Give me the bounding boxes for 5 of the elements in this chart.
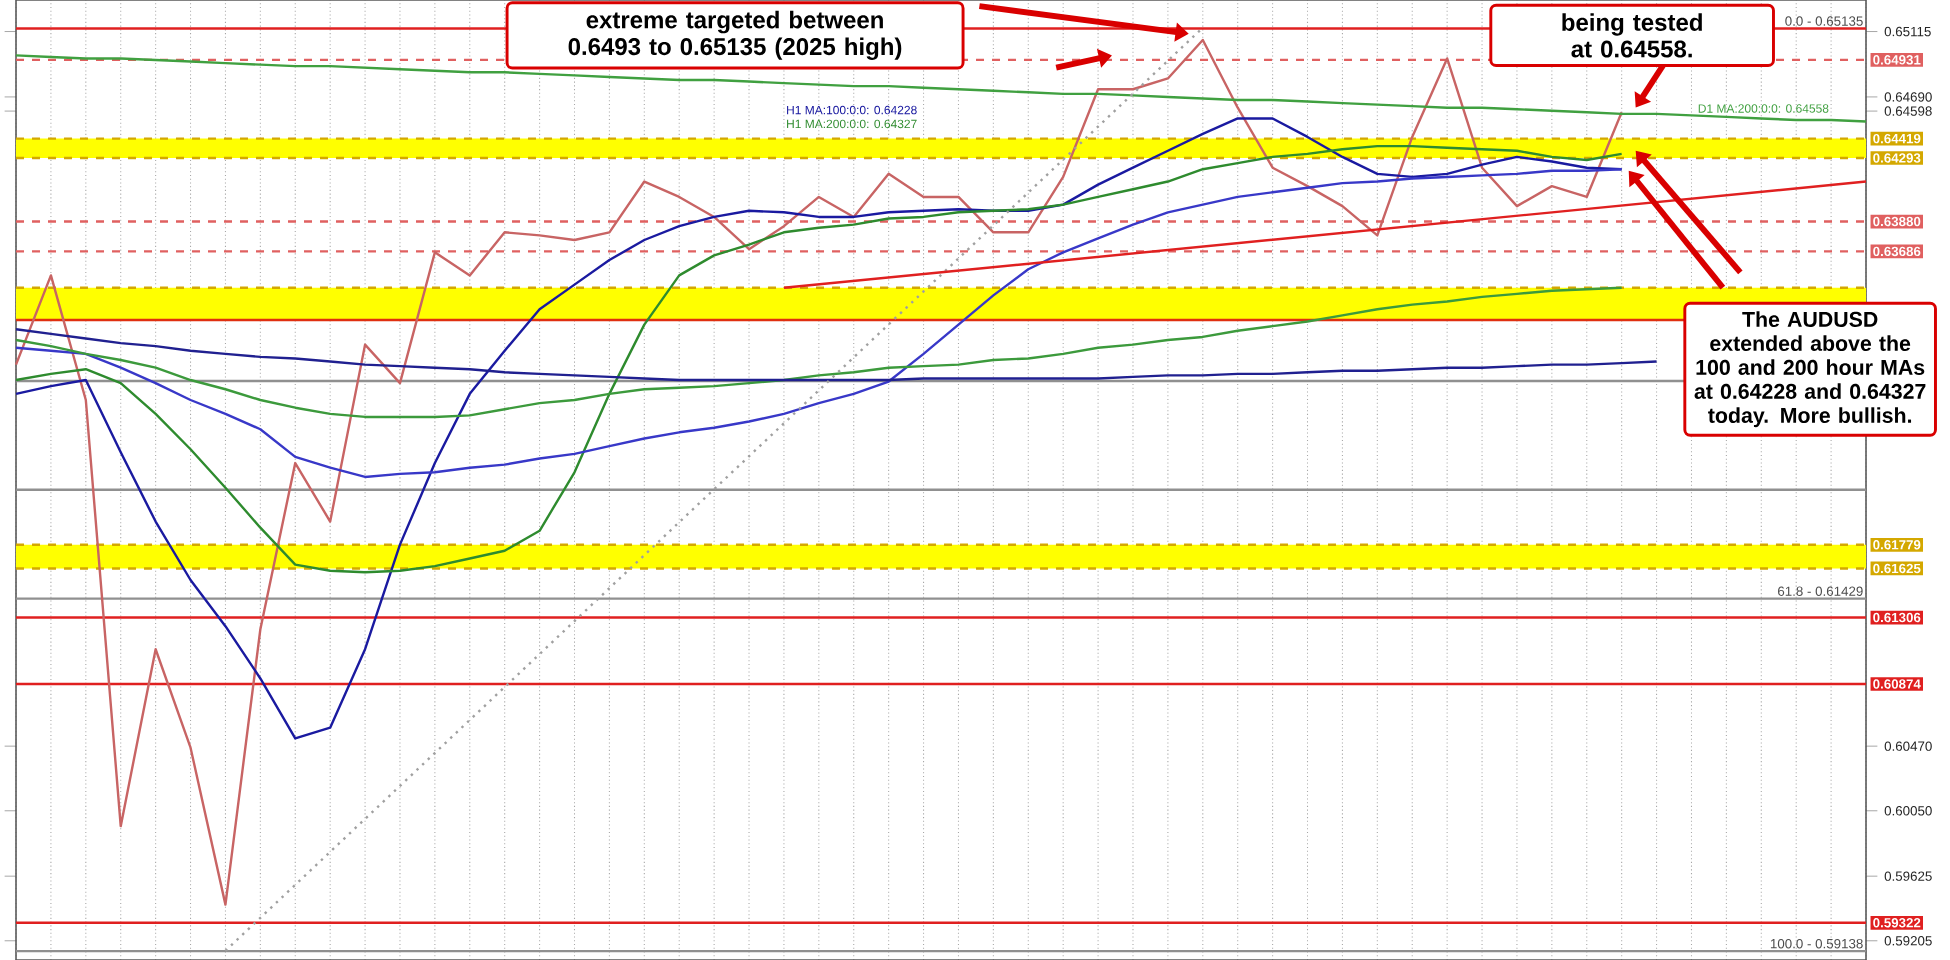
annotation: The AUDUSD extended above the 100 and 200 hour MAs at 0.64228 and 0.64327 today. More bullish. xyxy=(1694,311,1926,428)
annotation: being tested at 0.64558. xyxy=(1562,13,1702,58)
annotation: extreme targeted between 0.6493 to 0.65135 (2025 high) xyxy=(568,10,902,60)
line-series xyxy=(14,144,1623,574)
line-series xyxy=(14,168,1623,479)
